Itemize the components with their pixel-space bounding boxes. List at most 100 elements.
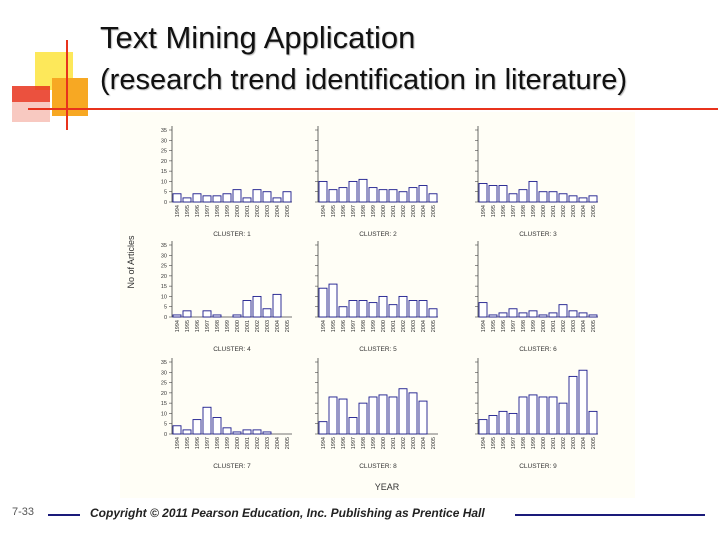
bar xyxy=(388,304,398,318)
x-tick-label: 1995 xyxy=(331,320,337,332)
x-tick-label: 2004 xyxy=(275,205,281,217)
x-tick-label: 2005 xyxy=(431,320,437,332)
bar xyxy=(538,396,548,435)
x-tick-label: 1999 xyxy=(531,205,537,217)
x-tick-label: 2001 xyxy=(391,205,397,217)
cluster-charts: 0 5 10 15 20 25 30 35 1994 1995 1996 1997 1998 1999 20… xyxy=(126,126,598,492)
x-tick-label: 2003 xyxy=(571,437,577,449)
bar xyxy=(378,295,388,318)
x-tick-label: 2004 xyxy=(421,320,427,332)
bar xyxy=(588,314,598,318)
y-tick-label: 30 xyxy=(161,370,167,376)
y-tick-label: 35 xyxy=(161,243,167,249)
bar xyxy=(202,406,212,435)
y-tick-label: 15 xyxy=(161,284,167,290)
x-tick-label: 2002 xyxy=(255,437,261,449)
bar xyxy=(252,429,262,435)
bar xyxy=(498,185,508,203)
x-tick-label: 2005 xyxy=(591,320,597,332)
bar xyxy=(538,314,548,318)
x-tick-label: 2001 xyxy=(551,205,557,217)
y-tick-label: 10 xyxy=(161,294,167,300)
x-tick-label: 1998 xyxy=(521,437,527,449)
bar xyxy=(328,396,338,435)
y-tick-label: 20 xyxy=(161,159,167,165)
bar xyxy=(568,310,578,318)
bar xyxy=(262,191,272,203)
x-tick-label: 1998 xyxy=(361,205,367,217)
bar xyxy=(232,189,242,203)
bar xyxy=(328,189,338,203)
x-tick-label: 1998 xyxy=(361,320,367,332)
x-tick-label: 2002 xyxy=(255,320,261,332)
x-tick-label: 2002 xyxy=(401,437,407,449)
bar xyxy=(578,369,588,435)
bar xyxy=(358,178,368,203)
x-tick-label: 1996 xyxy=(341,320,347,332)
bar xyxy=(192,419,202,435)
bar xyxy=(548,396,558,435)
bar xyxy=(212,195,222,203)
bar xyxy=(528,310,538,318)
x-tick-label: 2004 xyxy=(581,205,587,217)
x-tick-label: 1997 xyxy=(511,437,517,449)
bar xyxy=(408,300,418,318)
bar xyxy=(408,187,418,203)
x-tick-label: 1999 xyxy=(371,437,377,449)
y-tick-label: 35 xyxy=(161,128,167,134)
x-tick-label: 1995 xyxy=(491,205,497,217)
x-tick-label: 2005 xyxy=(431,205,437,217)
x-tick-label: 1996 xyxy=(195,437,201,449)
x-tick-label: 2000 xyxy=(235,320,241,332)
x-tick-label: 1994 xyxy=(175,205,181,217)
x-tick-label: 2004 xyxy=(275,437,281,449)
bar xyxy=(368,302,378,318)
x-tick-label: 2000 xyxy=(541,437,547,449)
bar xyxy=(172,193,182,203)
bar xyxy=(338,306,348,318)
x-tick-label: 1996 xyxy=(501,320,507,332)
x-tick-label: 1997 xyxy=(205,205,211,217)
x-tick-label: 1996 xyxy=(195,320,201,332)
y-tick-label: 0 xyxy=(164,200,167,206)
deco-square-red-fade xyxy=(12,102,50,122)
bar xyxy=(478,302,488,318)
bar xyxy=(538,191,548,203)
x-tick-label: 2001 xyxy=(245,205,251,217)
x-tick-label: 2002 xyxy=(401,320,407,332)
bar xyxy=(272,197,282,203)
x-tick-label: 1994 xyxy=(481,437,487,449)
bar xyxy=(398,191,408,203)
x-tick-label: 2002 xyxy=(561,320,567,332)
bar xyxy=(338,398,348,435)
bar xyxy=(478,183,488,203)
bar xyxy=(398,388,408,435)
y-tick-label: 35 xyxy=(161,360,167,366)
bar xyxy=(418,400,428,435)
slide-title: Text Mining Application xyxy=(100,20,416,55)
bar xyxy=(558,402,568,435)
bar xyxy=(588,195,598,203)
x-tick-label: 2004 xyxy=(421,205,427,217)
x-tick-label: 2003 xyxy=(265,205,271,217)
x-tick-label: 1994 xyxy=(321,205,327,217)
x-tick-label: 1995 xyxy=(185,320,191,332)
bar xyxy=(508,308,518,318)
x-tick-label: 1995 xyxy=(491,320,497,332)
bar xyxy=(478,419,488,435)
bar xyxy=(318,421,328,435)
x-tick-label: 1996 xyxy=(501,437,507,449)
bar xyxy=(418,185,428,203)
bar xyxy=(558,304,568,318)
bar xyxy=(348,180,358,203)
x-tick-label: 2005 xyxy=(591,205,597,217)
bar xyxy=(172,425,182,435)
x-tick-label: 1995 xyxy=(491,437,497,449)
y-tick-label: 10 xyxy=(161,411,167,417)
bar xyxy=(222,193,232,203)
x-tick-label: 2004 xyxy=(581,320,587,332)
bar xyxy=(252,189,262,203)
bar xyxy=(242,429,252,435)
x-tick-label: 1995 xyxy=(185,437,191,449)
slide-number: 7-33 xyxy=(12,506,35,518)
